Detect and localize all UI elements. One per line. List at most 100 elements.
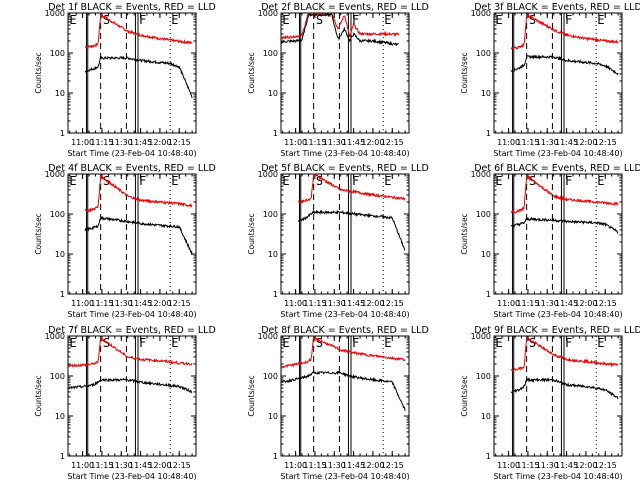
plot-frame xyxy=(493,173,623,295)
events-series-line xyxy=(510,53,619,76)
y-tick-label: 1 xyxy=(273,452,278,461)
events-series-line xyxy=(510,377,619,400)
x-tick-label: 11:30 xyxy=(536,299,559,308)
x-tick-label: 11:30 xyxy=(110,138,133,147)
x-tick-label: 11:00 xyxy=(497,299,520,308)
lld-series-line xyxy=(84,173,193,213)
y-tick-label: 10 xyxy=(481,89,491,98)
marker-label: E xyxy=(171,174,178,188)
x-tick-label: 11:00 xyxy=(497,461,520,470)
y-tick-label: 100 xyxy=(476,210,491,219)
x-tick-label: 11:30 xyxy=(110,299,133,308)
y-tick-label: 1 xyxy=(60,452,65,461)
x-axis-title: Start Time (23-Feb-04 10:48:40) xyxy=(493,472,622,480)
marker-label: F xyxy=(352,174,359,188)
events-series-line xyxy=(84,55,193,99)
lld-series-line xyxy=(67,336,193,368)
panel-4: Det 4f BLACK = Events, RED = LLD 1 10 100 10… xyxy=(34,163,216,319)
y-tick-label: 1000 xyxy=(45,332,65,341)
panel-title: Det 1f BLACK = Events, RED = LLD xyxy=(48,2,216,13)
x-tick-label: 11:15 xyxy=(90,299,113,308)
marker-label: E xyxy=(282,174,289,188)
marker-label: S xyxy=(529,13,536,27)
x-tick-label: 11:30 xyxy=(536,138,559,147)
events-series-line xyxy=(281,370,406,411)
y-axis-title: Counts/sec xyxy=(460,375,469,416)
x-tick-label: 11:45 xyxy=(129,299,152,308)
x-tick-label: 11:15 xyxy=(90,461,113,470)
y-tick-label: 10 xyxy=(268,89,278,98)
events-series-line xyxy=(297,209,406,251)
y-tick-label: 10 xyxy=(55,89,65,98)
panel-7: Det 7f BLACK = Events, RED = LLD 1 10 100 10… xyxy=(34,325,216,480)
y-tick-label: 10 xyxy=(481,412,491,421)
marker-label: S xyxy=(316,336,323,350)
plot-frame xyxy=(493,12,623,134)
y-tick-label: 1000 xyxy=(258,9,278,18)
x-tick-label: 12:00 xyxy=(361,461,384,470)
x-tick-label: 11:45 xyxy=(342,299,365,308)
x-tick-label: 12:15 xyxy=(594,138,617,147)
y-tick-label: 100 xyxy=(50,210,65,219)
y-tick-label: 10 xyxy=(268,412,278,421)
x-tick-label: 11:45 xyxy=(555,299,578,308)
y-tick-label: 100 xyxy=(476,49,491,58)
x-tick-label: 12:00 xyxy=(148,138,171,147)
marker-label: E xyxy=(282,336,289,350)
y-tick-label: 1000 xyxy=(258,170,278,179)
marker-label: E xyxy=(171,13,178,27)
y-axis-title: Counts/sec xyxy=(247,375,256,416)
lld-series-line xyxy=(510,174,619,214)
y-tick-label: 10 xyxy=(268,250,278,259)
lld-series-line xyxy=(281,12,400,40)
x-axis-title: Start Time (23-Feb-04 10:48:40) xyxy=(280,149,409,158)
x-tick-label: 11:15 xyxy=(90,138,113,147)
marker-label: E xyxy=(597,174,604,188)
lld-series-line xyxy=(84,12,193,50)
x-tick-label: 12:15 xyxy=(594,461,617,470)
y-tick-label: 1 xyxy=(60,290,65,299)
x-tick-label: 11:45 xyxy=(129,138,152,147)
y-tick-label: 1000 xyxy=(471,9,491,18)
panel-title: Det 9f BLACK = Events, RED = LLD xyxy=(474,325,640,336)
x-tick-label: 12:15 xyxy=(381,299,404,308)
x-tick-label: 11:15 xyxy=(303,138,326,147)
x-tick-label: 11:15 xyxy=(516,138,539,147)
x-tick-label: 12:00 xyxy=(361,299,384,308)
plot-frame xyxy=(67,173,197,295)
plot-frame xyxy=(67,12,197,134)
y-tick-label: 10 xyxy=(55,412,65,421)
x-tick-label: 11:45 xyxy=(555,138,578,147)
panel-title: Det 2f BLACK = Events, RED = LLD xyxy=(261,2,429,13)
y-tick-label: 1000 xyxy=(471,332,491,341)
events-series-line xyxy=(280,12,399,47)
panel-1: Det 1f BLACK = Events, RED = LLD 1 10 100 10… xyxy=(34,2,216,158)
y-tick-label: 1 xyxy=(273,290,278,299)
x-tick-label: 11:30 xyxy=(110,461,133,470)
marker-label: S xyxy=(103,336,110,350)
x-tick-label: 11:45 xyxy=(342,461,365,470)
x-tick-label: 11:15 xyxy=(303,461,326,470)
marker-label: E xyxy=(495,174,502,188)
marker-label: E xyxy=(597,336,604,350)
x-tick-label: 12:15 xyxy=(594,299,617,308)
x-tick-label: 12:15 xyxy=(381,138,404,147)
y-axis-title: Counts/sec xyxy=(247,52,256,93)
panel-title: Det 7f BLACK = Events, RED = LLD xyxy=(48,325,216,336)
x-tick-label: 12:00 xyxy=(361,138,384,147)
y-tick-label: 10 xyxy=(481,250,491,259)
x-tick-label: 12:15 xyxy=(381,461,404,470)
x-tick-label: 12:00 xyxy=(148,461,171,470)
panel-title: Det 6f BLACK = Events, RED = LLD xyxy=(474,163,640,174)
x-axis-title: Start Time (23-Feb-04 10:48:40) xyxy=(67,149,196,158)
marker-label: E xyxy=(495,336,502,350)
y-tick-label: 100 xyxy=(476,372,491,381)
x-axis-title: Start Time (23-Feb-04 10:48:40) xyxy=(67,310,196,319)
lld-series-line xyxy=(298,173,406,204)
y-tick-label: 100 xyxy=(263,49,278,58)
x-tick-label: 11:30 xyxy=(323,461,346,470)
panel-title: Det 3f BLACK = Events, RED = LLD xyxy=(474,2,640,13)
marker-label: F xyxy=(352,336,359,350)
panel-8: Det 8f BLACK = Events, RED = LLD 1 10 100 10… xyxy=(247,325,429,480)
